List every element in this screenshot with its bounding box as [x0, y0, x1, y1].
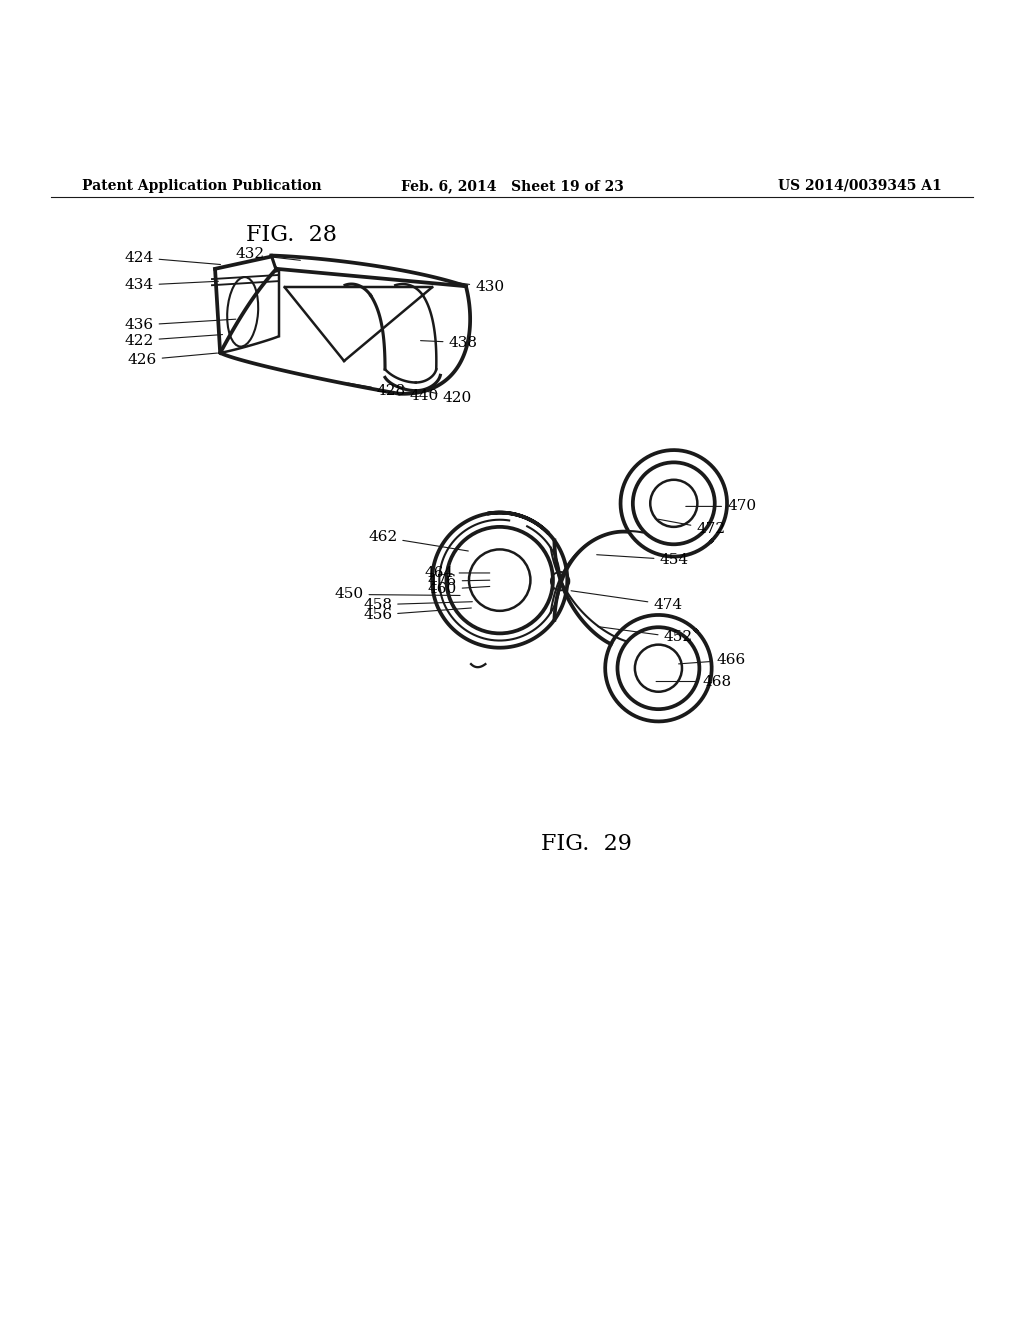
Text: 454: 454 [597, 553, 688, 566]
Text: US 2014/0039345 A1: US 2014/0039345 A1 [778, 180, 942, 193]
Text: 476: 476 [428, 574, 489, 589]
Text: 468: 468 [656, 675, 731, 689]
Text: 470: 470 [686, 499, 756, 513]
Text: 434: 434 [125, 279, 218, 292]
Text: 474: 474 [571, 591, 682, 611]
Text: 462: 462 [368, 531, 468, 550]
Text: 466: 466 [679, 653, 746, 667]
Text: 428: 428 [348, 383, 406, 397]
Text: Feb. 6, 2014   Sheet 19 of 23: Feb. 6, 2014 Sheet 19 of 23 [400, 180, 624, 193]
Text: 438: 438 [421, 335, 477, 350]
Text: 432: 432 [236, 247, 300, 261]
Text: 452: 452 [598, 627, 692, 644]
Text: 422: 422 [124, 334, 222, 347]
Text: 460: 460 [427, 582, 489, 597]
Text: 450: 450 [335, 587, 460, 602]
Text: 458: 458 [364, 598, 472, 611]
Text: 430: 430 [457, 280, 504, 294]
Text: FIG.  29: FIG. 29 [542, 833, 632, 855]
Text: 424: 424 [124, 251, 220, 264]
Text: 436: 436 [125, 318, 236, 333]
Text: 456: 456 [364, 609, 471, 622]
Text: 472: 472 [658, 519, 725, 536]
Text: Patent Application Publication: Patent Application Publication [82, 180, 322, 193]
Text: FIG.  28: FIG. 28 [247, 224, 337, 246]
Text: 426: 426 [127, 352, 217, 367]
Text: 440: 440 [402, 387, 439, 403]
Text: 420: 420 [427, 391, 472, 405]
Text: 464: 464 [424, 566, 489, 579]
